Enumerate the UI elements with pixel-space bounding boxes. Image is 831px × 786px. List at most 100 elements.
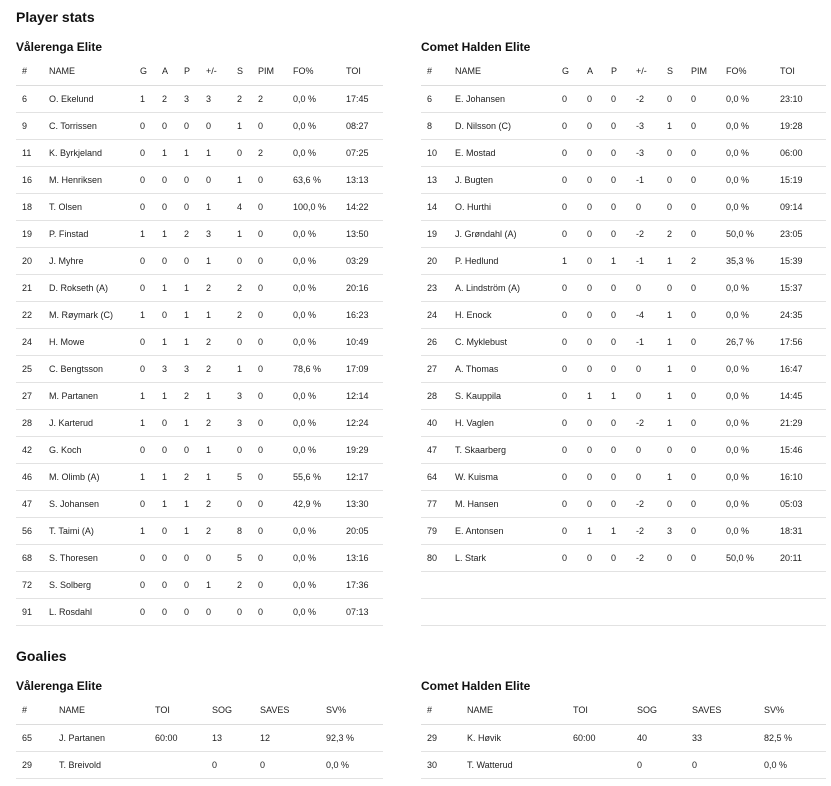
table-cell: 0 bbox=[685, 220, 720, 248]
column-header-skater: NAME bbox=[43, 58, 134, 86]
table-cell: W. Kuisma bbox=[449, 463, 556, 491]
column-header-skater: S bbox=[661, 58, 685, 86]
table-cell: 0 bbox=[605, 220, 630, 248]
table-cell: 0 bbox=[200, 598, 231, 626]
table-cell: -3 bbox=[630, 112, 661, 140]
table-cell: 1 bbox=[134, 382, 156, 410]
away-team-title: Comet Halden Elite bbox=[421, 40, 531, 54]
table-cell: 0 bbox=[581, 355, 605, 383]
column-header-skater: FO% bbox=[720, 58, 774, 86]
table-cell: 0 bbox=[630, 355, 661, 383]
table-cell: T. Skaarberg bbox=[449, 436, 556, 464]
table-cell: 0 bbox=[556, 220, 581, 248]
table-cell: 0 bbox=[630, 382, 661, 410]
empty-row bbox=[421, 571, 826, 599]
table-cell: M. Røymark (C) bbox=[43, 301, 134, 329]
table-cell: 0,0 % bbox=[287, 382, 340, 410]
table-cell: S. Solberg bbox=[43, 571, 134, 599]
table-cell: 0 bbox=[685, 409, 720, 437]
table-cell: 2 bbox=[231, 274, 252, 302]
table-cell: 0 bbox=[581, 544, 605, 572]
table-cell: A. Lindström (A) bbox=[449, 274, 556, 302]
table-cell: 0 bbox=[556, 112, 581, 140]
table-cell: 19:28 bbox=[774, 112, 826, 140]
table-row: 9 C. Torrissen 0 0 0 0 1 0 0,0 % 08:27 bbox=[16, 112, 383, 140]
table-cell: 0 bbox=[581, 112, 605, 140]
table-cell: S. Thoresen bbox=[43, 544, 134, 572]
table-cell: 15:37 bbox=[774, 274, 826, 302]
table-cell: 0,0 % bbox=[720, 139, 774, 167]
table-cell: 0 bbox=[630, 274, 661, 302]
column-header-skater: # bbox=[421, 58, 449, 86]
table-cell: 20:16 bbox=[340, 274, 383, 302]
table-cell: 0 bbox=[605, 166, 630, 194]
table-cell: 12:17 bbox=[340, 463, 383, 491]
table-cell: 1 bbox=[661, 355, 685, 383]
table-cell: 14:22 bbox=[340, 193, 383, 221]
table-cell: 1 bbox=[200, 571, 231, 599]
table-cell: 27 bbox=[421, 355, 449, 383]
table-row: 6 E. Johansen 0 0 0 -2 0 0 0,0 % 23:10 bbox=[421, 85, 826, 113]
table-cell: 13 bbox=[421, 166, 449, 194]
table-cell: 0 bbox=[134, 247, 156, 275]
table-cell: H. Enock bbox=[449, 301, 556, 329]
table-cell: 0 bbox=[556, 463, 581, 491]
table-cell: 17:45 bbox=[340, 85, 383, 113]
table-cell: 0,0 % bbox=[287, 544, 340, 572]
table-cell: 16 bbox=[16, 166, 43, 194]
table-cell: 2 bbox=[200, 274, 231, 302]
table-cell: 0 bbox=[556, 274, 581, 302]
table-cell: C. Myklebust bbox=[449, 328, 556, 356]
table-cell: 0 bbox=[178, 112, 200, 140]
table-row: 16 M. Henriksen 0 0 0 0 1 0 63,6 % 13:13 bbox=[16, 166, 383, 194]
table-cell: 0 bbox=[156, 166, 178, 194]
table-cell: 0 bbox=[156, 436, 178, 464]
table-row: 28 J. Karterud 1 0 1 2 3 0 0,0 % 12:24 bbox=[16, 409, 383, 437]
table-cell: 0 bbox=[178, 166, 200, 194]
table-cell: 0 bbox=[134, 355, 156, 383]
table-cell: 47 bbox=[421, 436, 449, 464]
table-cell: 64 bbox=[421, 463, 449, 491]
table-cell: 60:00 bbox=[149, 724, 206, 752]
table-cell: 3 bbox=[231, 382, 252, 410]
table-cell: 0,0 % bbox=[720, 517, 774, 545]
table-cell: 0 bbox=[556, 139, 581, 167]
column-header-skater: TOI bbox=[774, 58, 826, 86]
table-cell: H. Mowe bbox=[43, 328, 134, 356]
table-cell: 12 bbox=[254, 724, 320, 752]
table-cell: 0 bbox=[685, 382, 720, 410]
away-goalies-team-title: Comet Halden Elite bbox=[421, 679, 531, 693]
table-cell: 0 bbox=[685, 166, 720, 194]
table-cell: 20:11 bbox=[774, 544, 826, 572]
table-cell: 0,0 % bbox=[287, 112, 340, 140]
table-cell: 1 bbox=[134, 301, 156, 329]
table-cell: 2 bbox=[252, 139, 287, 167]
table-cell: J. Partanen bbox=[53, 724, 149, 752]
table-cell: 0 bbox=[252, 166, 287, 194]
table-cell: 47 bbox=[16, 490, 43, 518]
table-row: 23 A. Lindström (A) 0 0 0 0 0 0 0,0 % 15:37 bbox=[421, 274, 826, 302]
table-cell: 35,3 % bbox=[720, 247, 774, 275]
column-header-goalie: # bbox=[421, 697, 461, 725]
table-cell: 16:10 bbox=[774, 463, 826, 491]
table-cell: 0 bbox=[605, 193, 630, 221]
table-cell: 0 bbox=[178, 598, 200, 626]
table-cell: 0 bbox=[581, 463, 605, 491]
table-cell: D. Rokseth (A) bbox=[43, 274, 134, 302]
table-cell: 82,5 % bbox=[758, 724, 826, 752]
table-cell: 09:14 bbox=[774, 193, 826, 221]
table-cell: 1 bbox=[134, 409, 156, 437]
table-cell: 2 bbox=[231, 85, 252, 113]
table-cell: 26,7 % bbox=[720, 328, 774, 356]
table-cell: O. Hurthi bbox=[449, 193, 556, 221]
table-cell: 0 bbox=[252, 301, 287, 329]
table-cell: 0 bbox=[252, 544, 287, 572]
table-cell: 5 bbox=[231, 544, 252, 572]
table-cell: 0 bbox=[605, 490, 630, 518]
table-cell: 20 bbox=[421, 247, 449, 275]
table-cell: 5 bbox=[231, 463, 252, 491]
column-header-skater: PIM bbox=[685, 58, 720, 86]
table-cell: 0 bbox=[581, 166, 605, 194]
table-row: 64 W. Kuisma 0 0 0 0 1 0 0,0 % 16:10 bbox=[421, 463, 826, 491]
table-cell: J. Karterud bbox=[43, 409, 134, 437]
